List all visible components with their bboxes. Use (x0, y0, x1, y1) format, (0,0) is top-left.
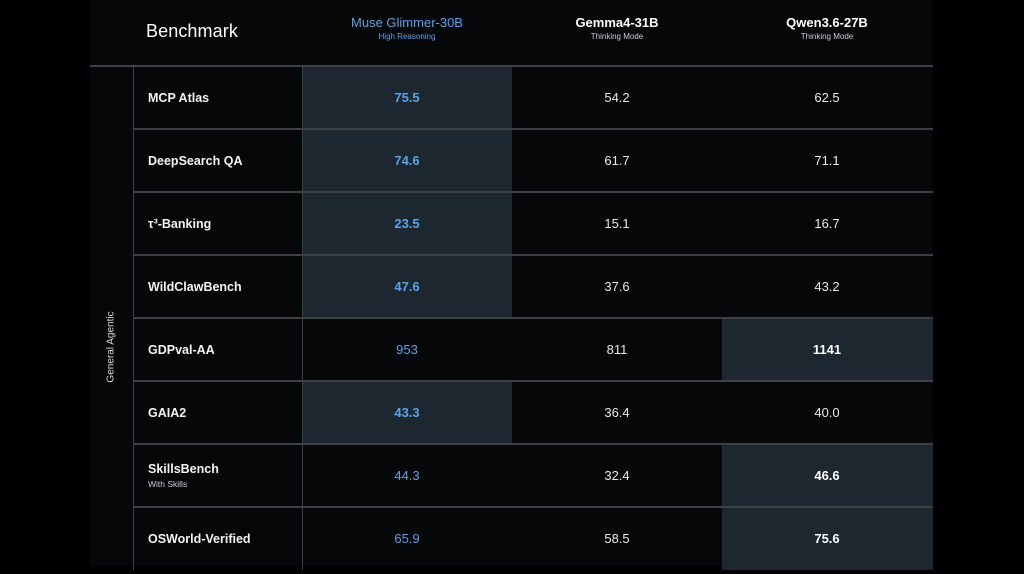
score-cell: 40.0 (722, 381, 932, 444)
score-cell: 44.3 (302, 444, 512, 507)
best-score-shade (302, 255, 512, 318)
score-value: 61.7 (604, 153, 630, 168)
score-cell: 54.2 (512, 66, 722, 129)
score-value: 43.2 (814, 279, 840, 294)
benchmark-name-cell: τ³-Banking (148, 192, 211, 255)
score-cell: 15.1 (512, 192, 722, 255)
score-cell: 37.6 (512, 255, 722, 318)
row-divider (133, 317, 933, 319)
benchmark-name: OSWorld-Verified (148, 531, 251, 546)
benchmark-name-cell: GAIA2 (148, 381, 186, 444)
score-value: 54.2 (604, 90, 630, 105)
benchmark-name-cell: GDPval-AA (148, 318, 215, 381)
score-cell: 65.9 (302, 507, 512, 570)
score-value: 75.5 (394, 90, 420, 105)
score-cell: 75.5 (302, 66, 512, 129)
score-cell: 23.5 (302, 192, 512, 255)
score-cell: 36.4 (512, 381, 722, 444)
score-cell: 1141 (722, 318, 932, 381)
score-value: 37.6 (604, 279, 630, 294)
best-score-shade (722, 318, 933, 381)
column-mode: High Reasoning (378, 32, 436, 41)
column-header-qwen: Qwen3.6-27B Thinking Mode (722, 14, 932, 43)
header-divider (90, 65, 933, 67)
score-value: 16.7 (814, 216, 840, 231)
column-divider (302, 66, 303, 570)
row-divider (133, 506, 933, 508)
benchmark-name: GAIA2 (148, 405, 187, 420)
score-value: 36.4 (604, 405, 630, 420)
score-cell: 953 (302, 318, 512, 381)
column-header-gemma: Gemma4-31B Thinking Mode (512, 14, 722, 43)
column-name: Gemma4-31B (575, 15, 659, 30)
score-value: 23.5 (394, 216, 420, 231)
column-header-muse-glimmer: Muse Glimmer-30B High Reasoning (302, 14, 512, 43)
row-divider (133, 380, 933, 382)
score-value: 1141 (812, 342, 842, 357)
column-mode: Thinking Mode (800, 32, 854, 41)
benchmark-name-cell: OSWorld-Verified (148, 507, 251, 570)
best-score-shade (302, 129, 512, 192)
row-divider (133, 254, 933, 256)
score-cell: 46.6 (722, 444, 932, 507)
score-value: 44.3 (394, 468, 420, 483)
score-value: 40.0 (814, 405, 840, 420)
benchmark-name-cell: WildClawBench (148, 255, 242, 318)
score-value: 75.6 (814, 531, 840, 546)
score-cell: 811 (512, 318, 722, 381)
column-mode: Thinking Mode (590, 32, 644, 41)
best-score-shade (302, 381, 512, 444)
score-cell: 75.6 (722, 507, 932, 570)
score-value: 46.6 (814, 468, 840, 483)
best-score-shade (302, 192, 512, 255)
score-value: 953 (396, 342, 418, 357)
column-name: Qwen3.6-27B (786, 15, 868, 30)
row-divider (133, 128, 933, 130)
score-value: 811 (606, 342, 628, 357)
score-value: 43.3 (394, 405, 420, 420)
score-cell: 47.6 (302, 255, 512, 318)
best-score-shade (722, 444, 933, 507)
score-cell: 58.5 (512, 507, 722, 570)
benchmark-name-cell: SkillsBench With Skills (148, 444, 219, 507)
benchmark-name: GDPval-AA (148, 342, 215, 357)
benchmark-subtitle: With Skills (148, 479, 188, 489)
benchmark-column-header: Benchmark (146, 21, 238, 41)
group-label: General Agentic (105, 311, 117, 383)
score-value: 15.1 (604, 216, 630, 231)
score-cell: 74.6 (302, 129, 512, 192)
score-cell: 43.3 (302, 381, 512, 444)
score-value: 71.1 (814, 153, 840, 168)
row-divider (133, 191, 933, 193)
score-value: 58.5 (604, 531, 630, 546)
score-value: 62.5 (814, 90, 840, 105)
benchmark-name-cell: DeepSearch QA (148, 129, 242, 192)
row-divider (133, 443, 933, 445)
column-divider (133, 66, 134, 570)
score-cell: 32.4 (512, 444, 722, 507)
score-cell: 61.7 (512, 129, 722, 192)
score-cell: 43.2 (722, 255, 932, 318)
score-cell: 62.5 (722, 66, 932, 129)
score-value: 65.9 (394, 531, 420, 546)
benchmark-name: DeepSearch QA (148, 153, 243, 168)
benchmark-name: SkillsBench (148, 462, 219, 476)
score-value: 47.6 (394, 279, 420, 294)
score-cell: 71.1 (722, 129, 932, 192)
best-score-shade (302, 66, 512, 129)
benchmark-name: τ³-Banking (148, 216, 212, 231)
benchmark-name: MCP Atlas (148, 90, 210, 105)
score-value: 74.6 (394, 153, 420, 168)
column-name: Muse Glimmer-30B (351, 15, 463, 30)
best-score-shade (722, 507, 933, 570)
benchmark-name-cell: MCP Atlas (148, 66, 209, 129)
benchmark-name: WildClawBench (148, 279, 242, 294)
score-cell: 16.7 (722, 192, 932, 255)
score-value: 32.4 (604, 468, 630, 483)
